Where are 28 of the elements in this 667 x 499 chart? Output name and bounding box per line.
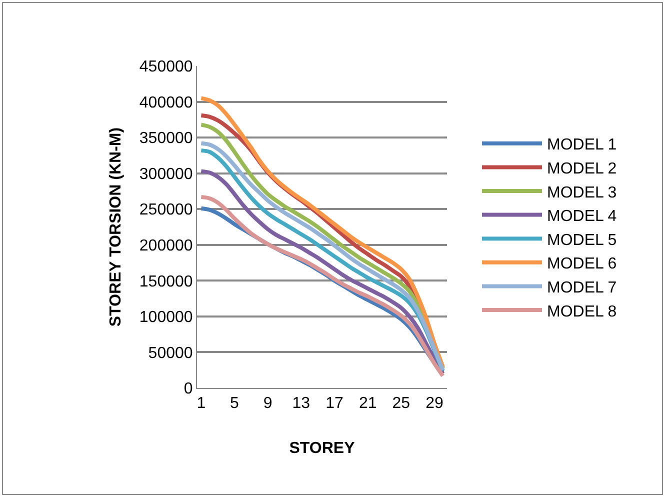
y-tick-label: 100000 (139, 309, 193, 326)
x-tick-label: 9 (263, 395, 272, 412)
x-tick-label: 29 (426, 395, 444, 412)
y-tick-label: 350000 (139, 130, 193, 148)
legend-label: MODEL 1 (547, 136, 617, 154)
legend-label: MODEL 8 (547, 303, 617, 320)
x-axis-title: STOREY (289, 440, 356, 457)
x-tick-label: 17 (326, 395, 344, 412)
y-tick-label: 450000 (139, 58, 193, 76)
x-tick-label: 13 (292, 395, 310, 412)
y-tick-label: 150000 (139, 273, 193, 290)
y-tick-label: 0 (184, 380, 193, 398)
legend-label: MODEL 7 (547, 279, 617, 296)
y-tick-label: 300000 (139, 166, 193, 183)
y-tick-label: 200000 (139, 237, 193, 254)
y-tick-label: 250000 (139, 202, 193, 219)
legend-label: MODEL 5 (547, 232, 617, 249)
legend-label: MODEL 2 (547, 160, 617, 178)
y-tick-label: 400000 (139, 94, 193, 112)
x-tick-label: 25 (392, 395, 410, 412)
x-tick-label: 1 (196, 395, 206, 412)
legend-label: MODEL 4 (547, 208, 617, 226)
x-tick-label: 5 (230, 395, 240, 412)
legend-label: MODEL 3 (547, 184, 617, 202)
legend-label: MODEL 6 (547, 256, 617, 273)
x-tick-label: 21 (358, 395, 377, 412)
y-axis-title: STOREY TORSION (KN-M) (107, 127, 124, 327)
y-tick-label: 50000 (148, 344, 193, 362)
